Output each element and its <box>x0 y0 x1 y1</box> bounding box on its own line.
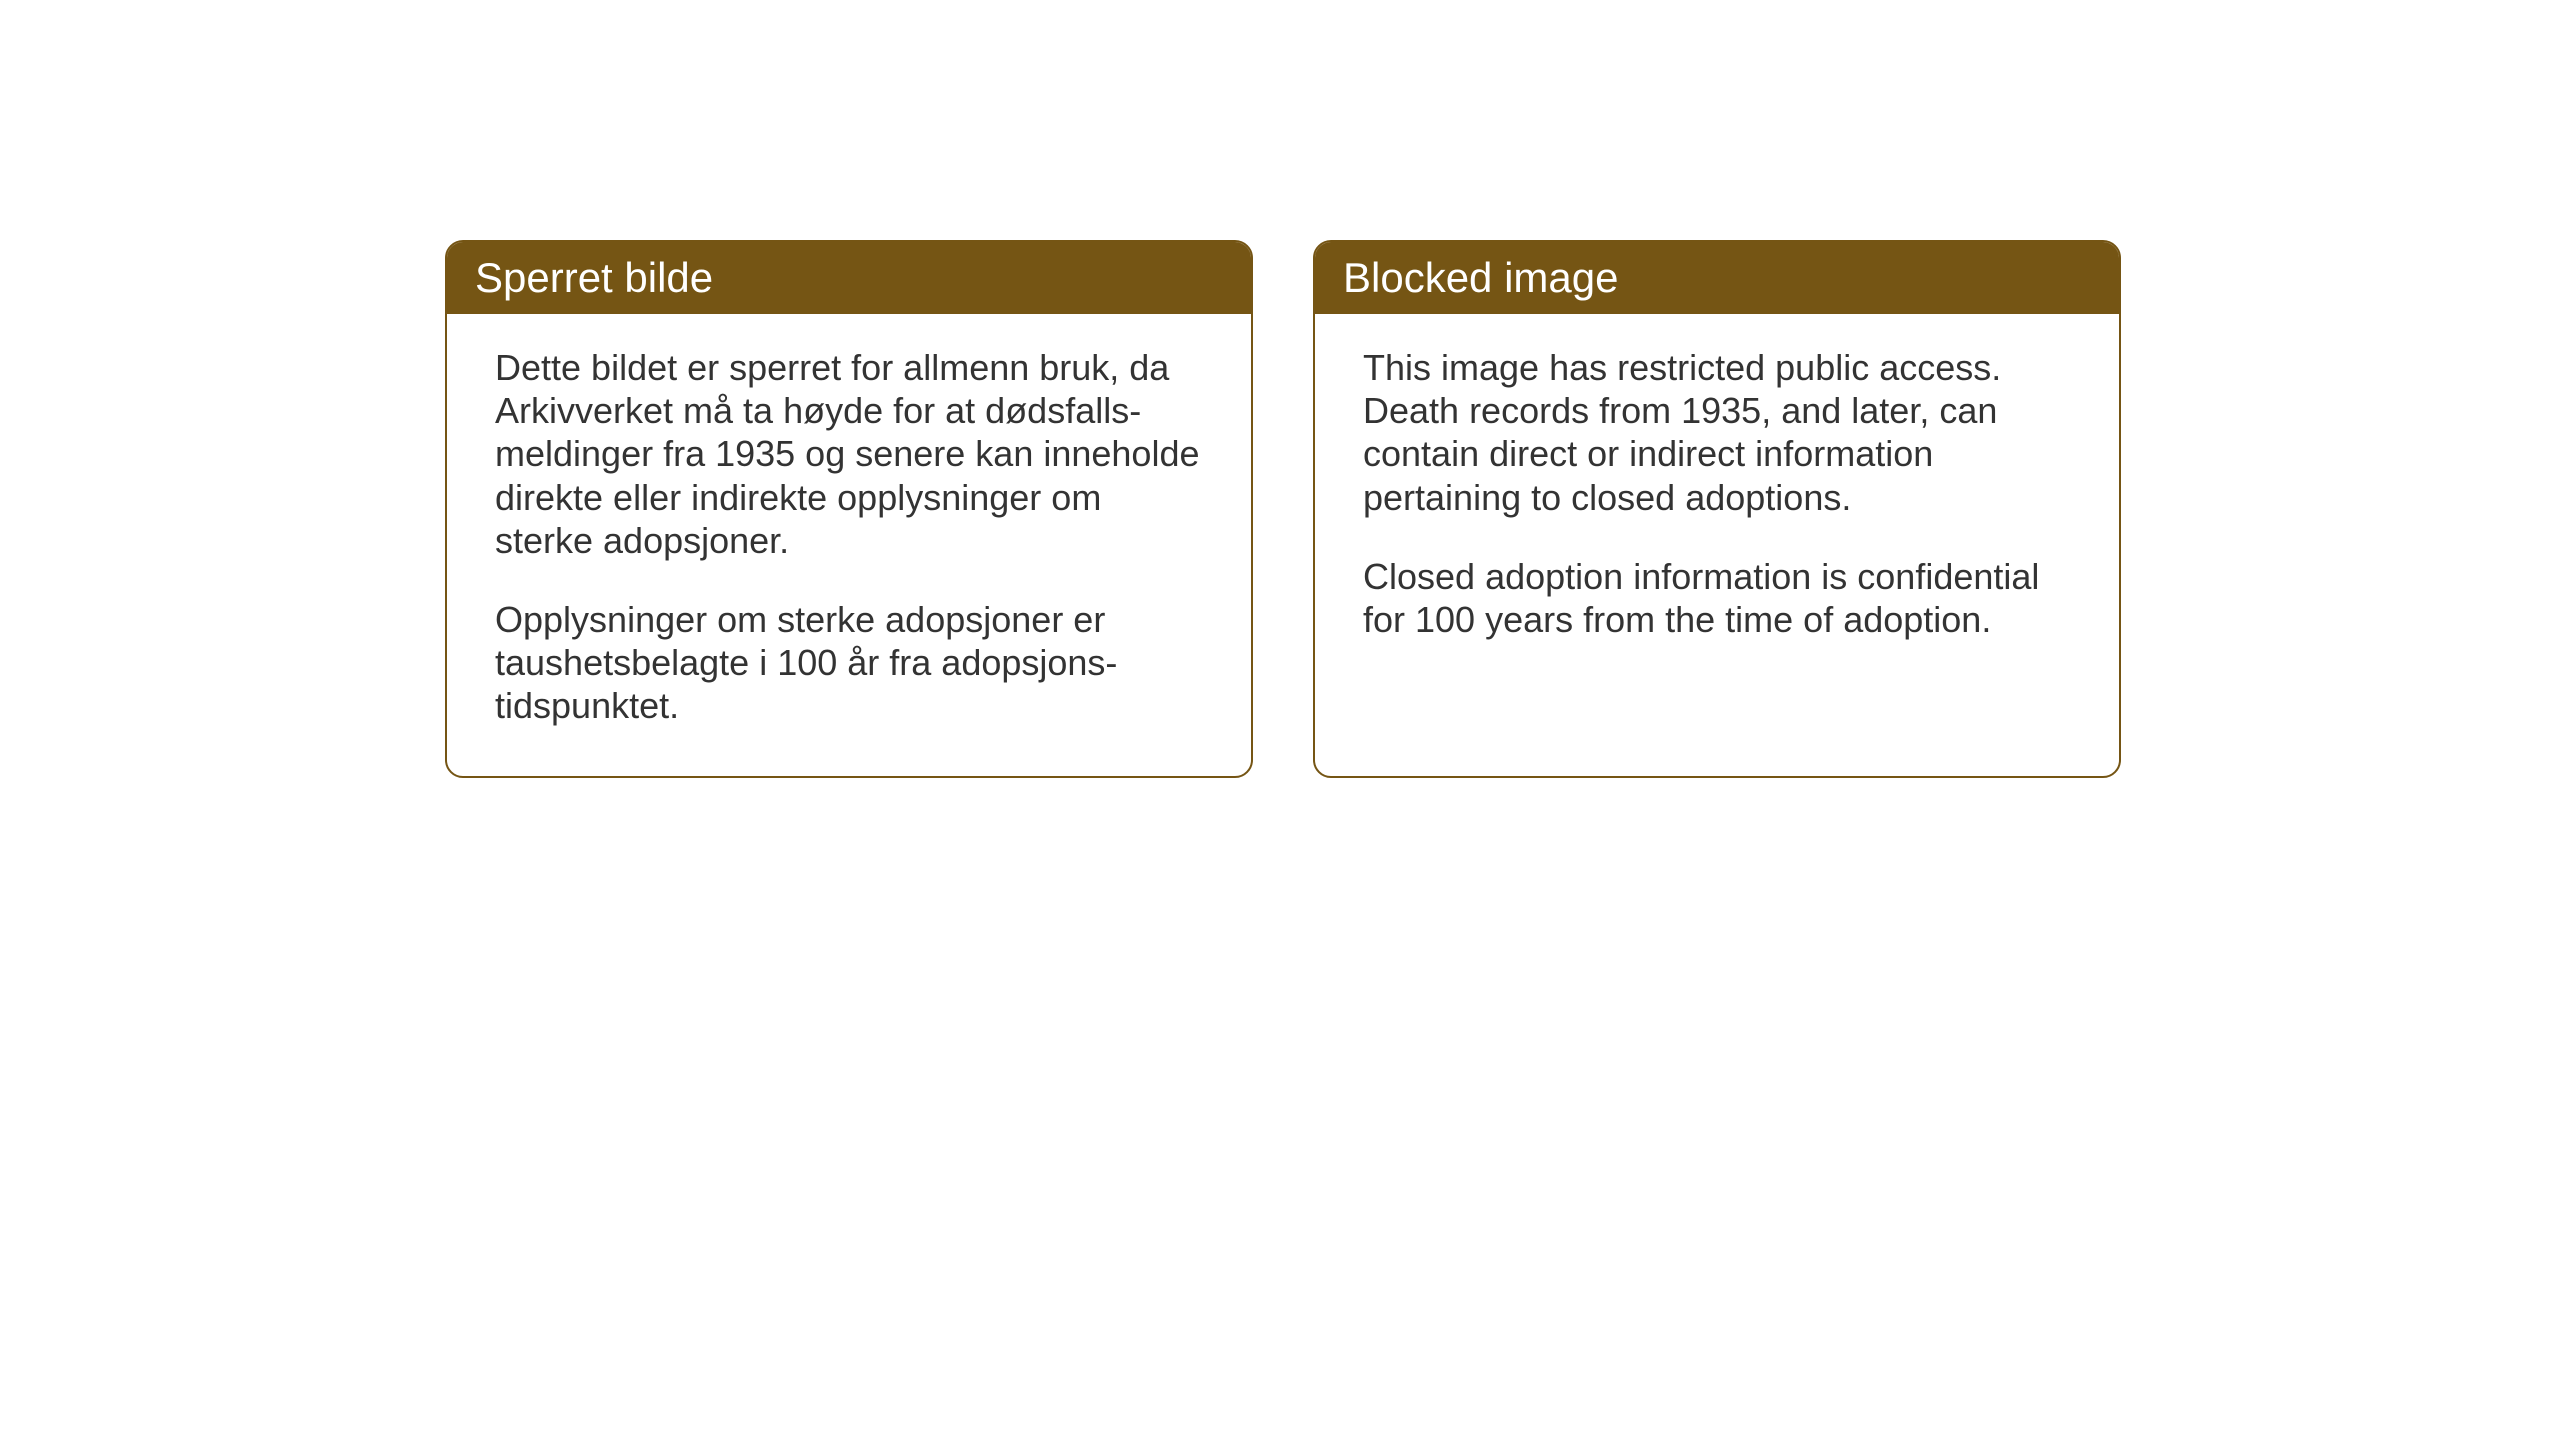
card-paragraph: Closed adoption information is confident… <box>1363 555 2071 641</box>
card-body: Dette bildet er sperret for allmenn bruk… <box>447 314 1251 776</box>
card-body: This image has restricted public access.… <box>1315 314 2119 689</box>
card-title: Blocked image <box>1343 254 1618 301</box>
card-title: Sperret bilde <box>475 254 713 301</box>
cards-container: Sperret bilde Dette bildet er sperret fo… <box>445 240 2121 778</box>
card-paragraph: This image has restricted public access.… <box>1363 346 2071 519</box>
card-paragraph: Opplysninger om sterke adopsjoner er tau… <box>495 598 1203 728</box>
card-paragraph: Dette bildet er sperret for allmenn bruk… <box>495 346 1203 562</box>
card-header: Sperret bilde <box>447 242 1251 314</box>
card-english: Blocked image This image has restricted … <box>1313 240 2121 778</box>
card-norwegian: Sperret bilde Dette bildet er sperret fo… <box>445 240 1253 778</box>
card-header: Blocked image <box>1315 242 2119 314</box>
